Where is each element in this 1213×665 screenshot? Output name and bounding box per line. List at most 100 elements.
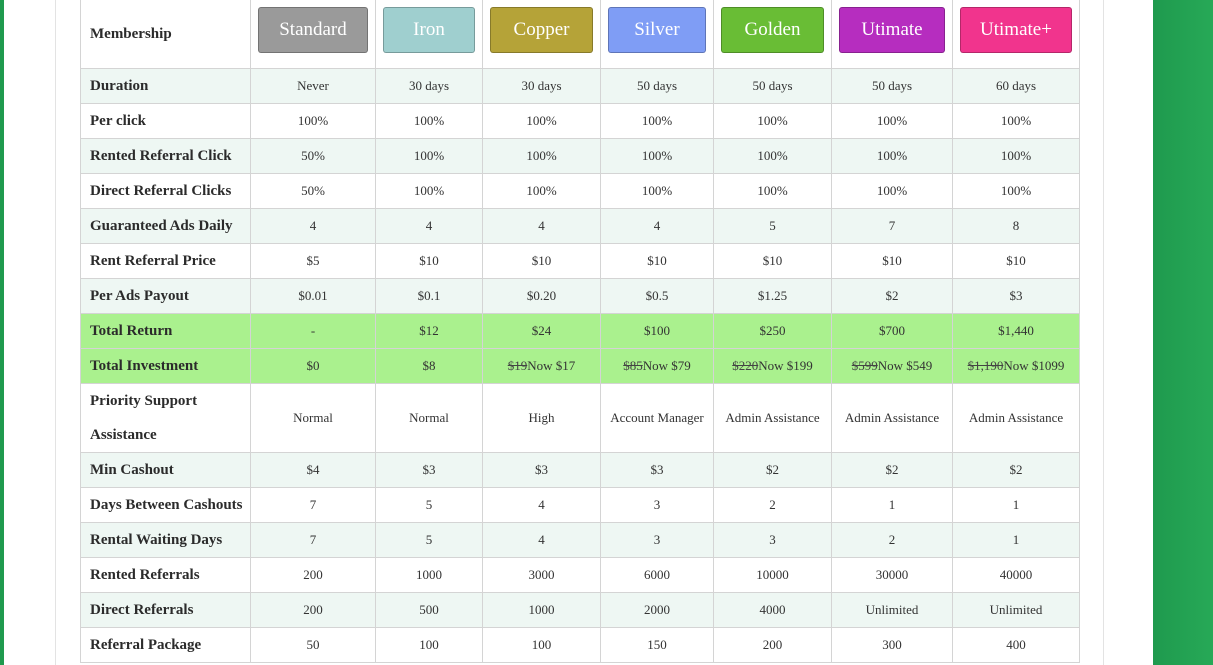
cell: $100 bbox=[600, 313, 714, 349]
membership-table: Membership Standard Iron Copper Silver Golde… bbox=[80, 0, 1080, 663]
table-row: Direct Referrals 200 500 1000 2000 4000 Unlimi… bbox=[80, 592, 1080, 628]
cell: $2 bbox=[952, 452, 1080, 488]
table-row: Min Cashout $4 $3 $3 $3 $2 $2 $2 bbox=[80, 452, 1080, 488]
header-row: Membership Standard Iron Copper Silver Golde… bbox=[80, 0, 1080, 69]
cell: Unlimited bbox=[952, 592, 1080, 628]
cell: 100% bbox=[713, 103, 832, 139]
side-strip bbox=[1153, 0, 1213, 665]
cell: 50% bbox=[250, 138, 376, 174]
cell: $0.1 bbox=[375, 278, 483, 314]
cell: 7 bbox=[250, 522, 376, 558]
old-price: $19 bbox=[507, 358, 528, 373]
cell: 50 days bbox=[713, 68, 832, 104]
content-panel bbox=[55, 0, 1104, 665]
row-label: Duration bbox=[80, 68, 251, 104]
cell: Never bbox=[250, 68, 376, 104]
table-row: Referral Package 50 100 100 150 200 300 400 bbox=[80, 627, 1080, 663]
cell: 2 bbox=[713, 487, 832, 523]
cell: 50 bbox=[250, 627, 376, 663]
cell: 3 bbox=[713, 522, 832, 558]
cell: 100% bbox=[831, 173, 953, 209]
plan-button[interactable]: Iron bbox=[383, 7, 475, 53]
old-price: $599 bbox=[851, 358, 878, 373]
row-label: Days Between Cashouts bbox=[80, 487, 251, 523]
cell: $3 bbox=[482, 452, 601, 488]
row-label: Priority Support Assistance bbox=[80, 383, 251, 453]
cell: 500 bbox=[375, 592, 483, 628]
cell: $599Now $549 bbox=[831, 348, 953, 384]
cell: Admin Assistance bbox=[713, 383, 832, 453]
cell: 100% bbox=[952, 138, 1080, 174]
row-label: Referral Package bbox=[80, 627, 251, 663]
cell: 100 bbox=[482, 627, 601, 663]
cell: 100% bbox=[952, 173, 1080, 209]
cell: $3 bbox=[375, 452, 483, 488]
cell: 100% bbox=[713, 173, 832, 209]
row-label: Total Investment bbox=[80, 348, 251, 384]
cell: 4 bbox=[375, 208, 483, 244]
row-label: Min Cashout bbox=[80, 452, 251, 488]
cell: $3 bbox=[952, 278, 1080, 314]
cell: $10 bbox=[831, 243, 953, 279]
cell: 10000 bbox=[713, 557, 832, 593]
cell: Account Manager bbox=[600, 383, 714, 453]
cell: 5 bbox=[375, 487, 483, 523]
cell: $5 bbox=[250, 243, 376, 279]
cell: 3 bbox=[600, 487, 714, 523]
cell: 200 bbox=[713, 627, 832, 663]
old-price: $1,190 bbox=[967, 358, 1004, 373]
cell: 2 bbox=[831, 522, 953, 558]
cell: 6000 bbox=[600, 557, 714, 593]
cell: 150 bbox=[600, 627, 714, 663]
header-label: Membership bbox=[80, 0, 251, 69]
new-price: Now $199 bbox=[758, 358, 813, 373]
plan-button[interactable]: Copper bbox=[490, 7, 593, 53]
cell: Admin Assistance bbox=[952, 383, 1080, 453]
plan-cell: Utimate bbox=[831, 0, 953, 69]
table-row: Total Return - $12 $24 $100 $250 $700 $1,440 bbox=[80, 313, 1080, 349]
plan-cell: Standard bbox=[250, 0, 376, 69]
cell: $220Now $199 bbox=[713, 348, 832, 384]
cell: $19Now $17 bbox=[482, 348, 601, 384]
cell: 100% bbox=[600, 103, 714, 139]
cell: 30 days bbox=[375, 68, 483, 104]
row-label: Rented Referral Click bbox=[80, 138, 251, 174]
cell: 100% bbox=[831, 103, 953, 139]
cell: 4 bbox=[482, 487, 601, 523]
plan-cell: Utimate+ bbox=[952, 0, 1080, 69]
plan-button[interactable]: Silver bbox=[608, 7, 706, 53]
table-row: Per click 100% 100% 100% 100% 100% 100% 100% bbox=[80, 103, 1080, 139]
cell: 100% bbox=[831, 138, 953, 174]
cell: 4000 bbox=[713, 592, 832, 628]
table-row: Total Investment $0 $8 $19Now $17 $85Now $79… bbox=[80, 348, 1080, 384]
cell: $8 bbox=[375, 348, 483, 384]
plan-button[interactable]: Standard bbox=[258, 7, 368, 53]
new-price: Now $79 bbox=[642, 358, 691, 373]
cell: 1000 bbox=[482, 592, 601, 628]
plan-button[interactable]: Utimate bbox=[839, 7, 945, 53]
cell: 100 bbox=[375, 627, 483, 663]
cell: $10 bbox=[952, 243, 1080, 279]
cell: High bbox=[482, 383, 601, 453]
plan-button[interactable]: Utimate+ bbox=[960, 7, 1072, 53]
cell: 100% bbox=[375, 138, 483, 174]
row-label: Per click bbox=[80, 103, 251, 139]
cell: 100% bbox=[952, 103, 1080, 139]
new-price: Now $17 bbox=[527, 358, 576, 373]
cell: $12 bbox=[375, 313, 483, 349]
cell: 5 bbox=[375, 522, 483, 558]
cell: Normal bbox=[375, 383, 483, 453]
cell: 3 bbox=[600, 522, 714, 558]
cell: $85Now $79 bbox=[600, 348, 714, 384]
cell: Unlimited bbox=[831, 592, 953, 628]
cell: 3000 bbox=[482, 557, 601, 593]
cell: 100% bbox=[482, 138, 601, 174]
cell: $10 bbox=[375, 243, 483, 279]
table-row: Rent Referral Price $5 $10 $10 $10 $10 $10 $10 bbox=[80, 243, 1080, 279]
cell: 300 bbox=[831, 627, 953, 663]
cell: - bbox=[250, 313, 376, 349]
cell: $2 bbox=[713, 452, 832, 488]
plan-button[interactable]: Golden bbox=[721, 7, 824, 53]
cell: 8 bbox=[952, 208, 1080, 244]
